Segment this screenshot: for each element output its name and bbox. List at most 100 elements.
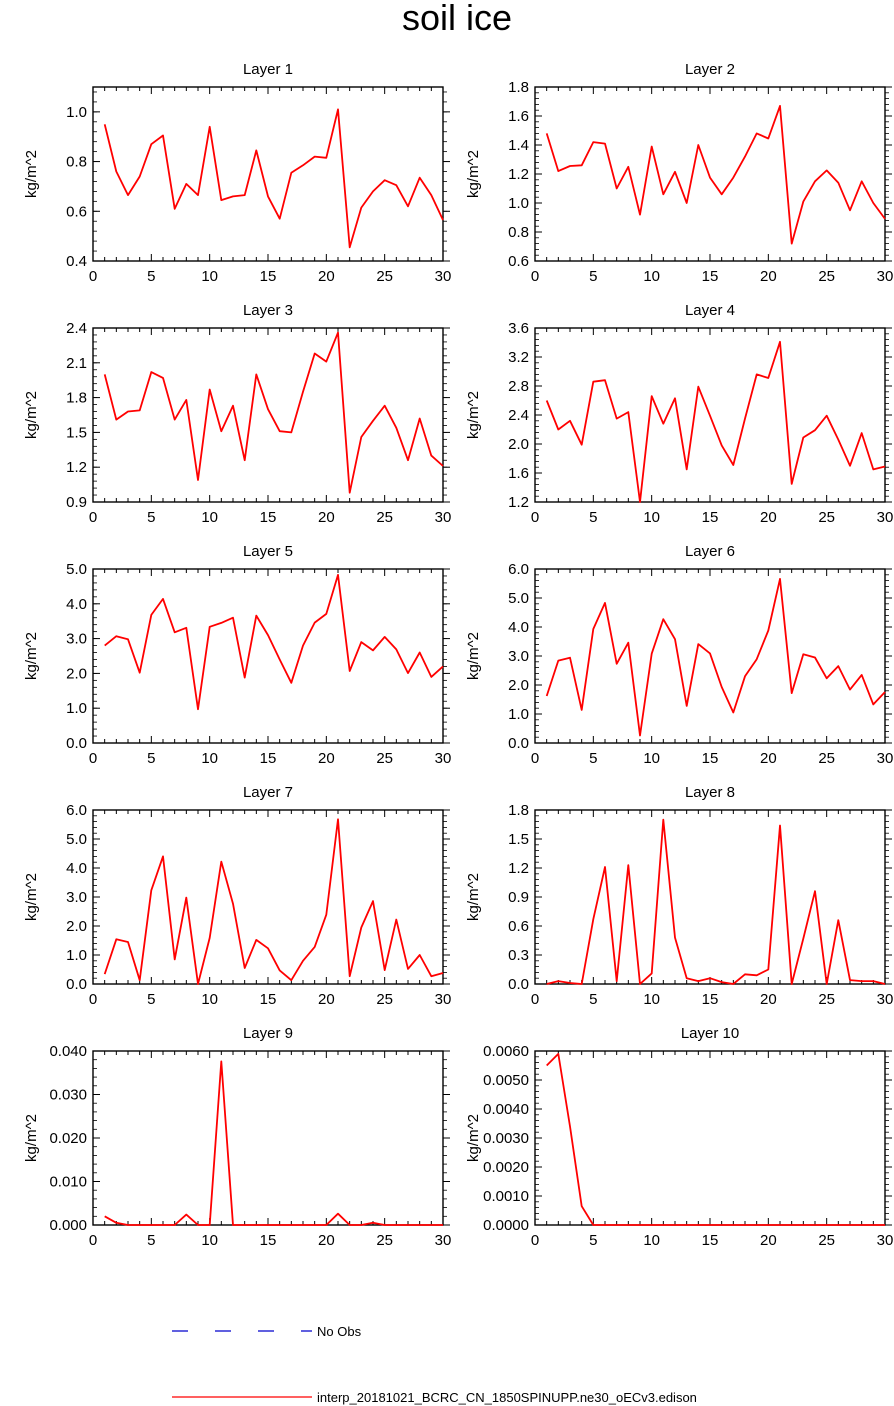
panel-layer-1: Layer 1 kg/m^2 0 5 10 15 20 25 30 0.4 0.6 0.8 1.0	[23, 61, 451, 285]
panel-layer-2: Layer 2 kg/m^2 0 5 10 15 20 25 30 0.6 0.8 1.0 1.2 1.4…	[465, 61, 893, 285]
x-tick-label: 0	[89, 750, 97, 767]
y-tick-label: 2.0	[508, 436, 529, 453]
series-line-model	[104, 574, 444, 711]
x-tick-label: 25	[376, 991, 393, 1008]
series-line-model	[103, 108, 444, 249]
plot-frame	[92, 809, 444, 985]
y-tick-label: 1.0	[66, 700, 87, 717]
panel-title: Layer 3	[243, 302, 293, 319]
x-tick-label: 20	[318, 750, 335, 767]
x-tick-label: 15	[260, 268, 277, 285]
x-tick-label: 10	[643, 268, 660, 285]
series-line-model	[103, 818, 444, 985]
x-tick-label: 30	[877, 1232, 894, 1249]
y-tick-label: 6.0	[66, 802, 87, 819]
y-tick-label: 3.0	[66, 889, 87, 906]
y-tick-label: 1.0	[508, 706, 529, 723]
y-tick-label: 3.0	[66, 631, 87, 648]
x-tick-label: 0	[531, 509, 539, 526]
y-tick-label: 6.0	[508, 561, 529, 578]
y-tick-label: 0.6	[508, 253, 529, 270]
x-tick-label: 30	[435, 991, 452, 1008]
x-tick-label: 30	[435, 268, 452, 285]
y-tick-label: 0.9	[66, 494, 87, 511]
x-tick-label: 0	[89, 1232, 97, 1249]
panel-title: Layer 5	[243, 543, 293, 560]
panel-layer-4: Layer 4 kg/m^2 0 5 10 15 20 25 30 1.2 1.6 2.0 2.4 2.8…	[465, 302, 893, 526]
y-tick-label: 0.0000	[483, 1217, 529, 1234]
x-tick-label: 25	[376, 268, 393, 285]
y-tick-label: 0.8	[508, 224, 529, 241]
plot-frame	[92, 568, 444, 744]
x-tick-label: 5	[589, 268, 597, 285]
y-tick-label: 0.0010	[483, 1188, 529, 1205]
series-line-model	[545, 340, 886, 503]
x-tick-label: 25	[818, 268, 835, 285]
y-tick-label: 0.0	[66, 976, 87, 993]
y-tick-label: 1.2	[508, 166, 529, 183]
y-tick-label: 1.5	[66, 424, 87, 441]
y-tick-label: 4.0	[66, 860, 87, 877]
x-tick-label: 10	[643, 991, 660, 1008]
y-tick-label: 1.2	[508, 860, 529, 877]
x-tick-label: 10	[643, 509, 660, 526]
x-tick-label: 0	[89, 991, 97, 1008]
x-tick-label: 30	[435, 750, 452, 767]
panel-layer-10: Layer 10 kg/m^2 0 5 10 15 20 25 30 0.0000 0.0010 0.…	[465, 1025, 893, 1249]
x-tick-label: 10	[643, 750, 660, 767]
x-tick-label: 5	[589, 750, 597, 767]
x-tick-label: 0	[531, 1232, 539, 1249]
y-tick-label: 1.0	[508, 195, 529, 212]
plot-frame	[92, 86, 444, 262]
y-axis-label: kg/m^2	[23, 391, 40, 439]
y-axis-label: kg/m^2	[465, 632, 482, 680]
y-axis-label: kg/m^2	[23, 873, 40, 921]
legend-model-label: interp_20181021_BCRC_CN_1850SPINUPP.ne30…	[317, 1390, 697, 1405]
panel-layer-3: Layer 3 kg/m^2 0 5 10 15 20 25 30 0.9 1.2 1.5 1.8 2.1…	[23, 302, 451, 526]
x-tick-label: 0	[531, 268, 539, 285]
x-tick-label: 25	[818, 509, 835, 526]
panel-title: Layer 7	[243, 784, 293, 801]
series-line-model	[546, 1053, 885, 1226]
y-tick-label: 0.010	[49, 1174, 87, 1191]
panels-group: Layer 1kg/m^20 5 10 15 20 25 300.40.60.81.0Lay…	[23, 61, 893, 1249]
y-tick-label: 3.0	[508, 648, 529, 665]
x-tick-label: 20	[760, 1232, 777, 1249]
y-tick-label: 1.6	[508, 465, 529, 482]
x-tick-label: 25	[818, 991, 835, 1008]
y-tick-label: 0.0	[508, 976, 529, 993]
x-tick-label: 30	[877, 750, 894, 767]
x-tick-label: 15	[260, 1232, 277, 1249]
x-tick-label: 25	[376, 750, 393, 767]
y-tick-label: 5.0	[508, 590, 529, 607]
y-axis-label: kg/m^2	[465, 1114, 482, 1162]
y-tick-label: 2.4	[66, 320, 87, 337]
x-tick-label: 10	[201, 991, 218, 1008]
y-tick-label: 2.0	[66, 918, 87, 935]
x-tick-label: 30	[877, 509, 894, 526]
y-axis-label: kg/m^2	[465, 150, 482, 198]
x-tick-label: 15	[260, 509, 277, 526]
y-tick-label: 3.6	[508, 320, 529, 337]
y-axis-label: kg/m^2	[23, 632, 40, 680]
x-tick-label: 15	[702, 991, 719, 1008]
x-tick-label: 10	[201, 750, 218, 767]
y-tick-label: 0.9	[508, 889, 529, 906]
series-line-model	[104, 1060, 443, 1226]
y-tick-label: 0.8	[66, 154, 87, 171]
plot-frame	[92, 1050, 444, 1226]
y-tick-label: 0.030	[49, 1087, 87, 1104]
y-tick-label: 0.0030	[483, 1130, 529, 1147]
panel-layer-9: Layer 9 kg/m^2 0 5 10 15 20 25 30 0.000 0.010 0.020…	[23, 1025, 451, 1249]
y-tick-label: 2.0	[508, 677, 529, 694]
y-tick-label: 0.0	[66, 735, 87, 752]
y-axis-label: kg/m^2	[23, 150, 40, 198]
x-tick-label: 20	[760, 509, 777, 526]
y-tick-label: 0.0040	[483, 1101, 529, 1118]
y-tick-label: 2.1	[66, 355, 87, 372]
panel-title: Layer 2	[685, 61, 735, 78]
y-tick-label: 1.8	[66, 390, 87, 407]
y-tick-label: 1.8	[508, 802, 529, 819]
y-tick-label: 1.0	[66, 104, 87, 121]
